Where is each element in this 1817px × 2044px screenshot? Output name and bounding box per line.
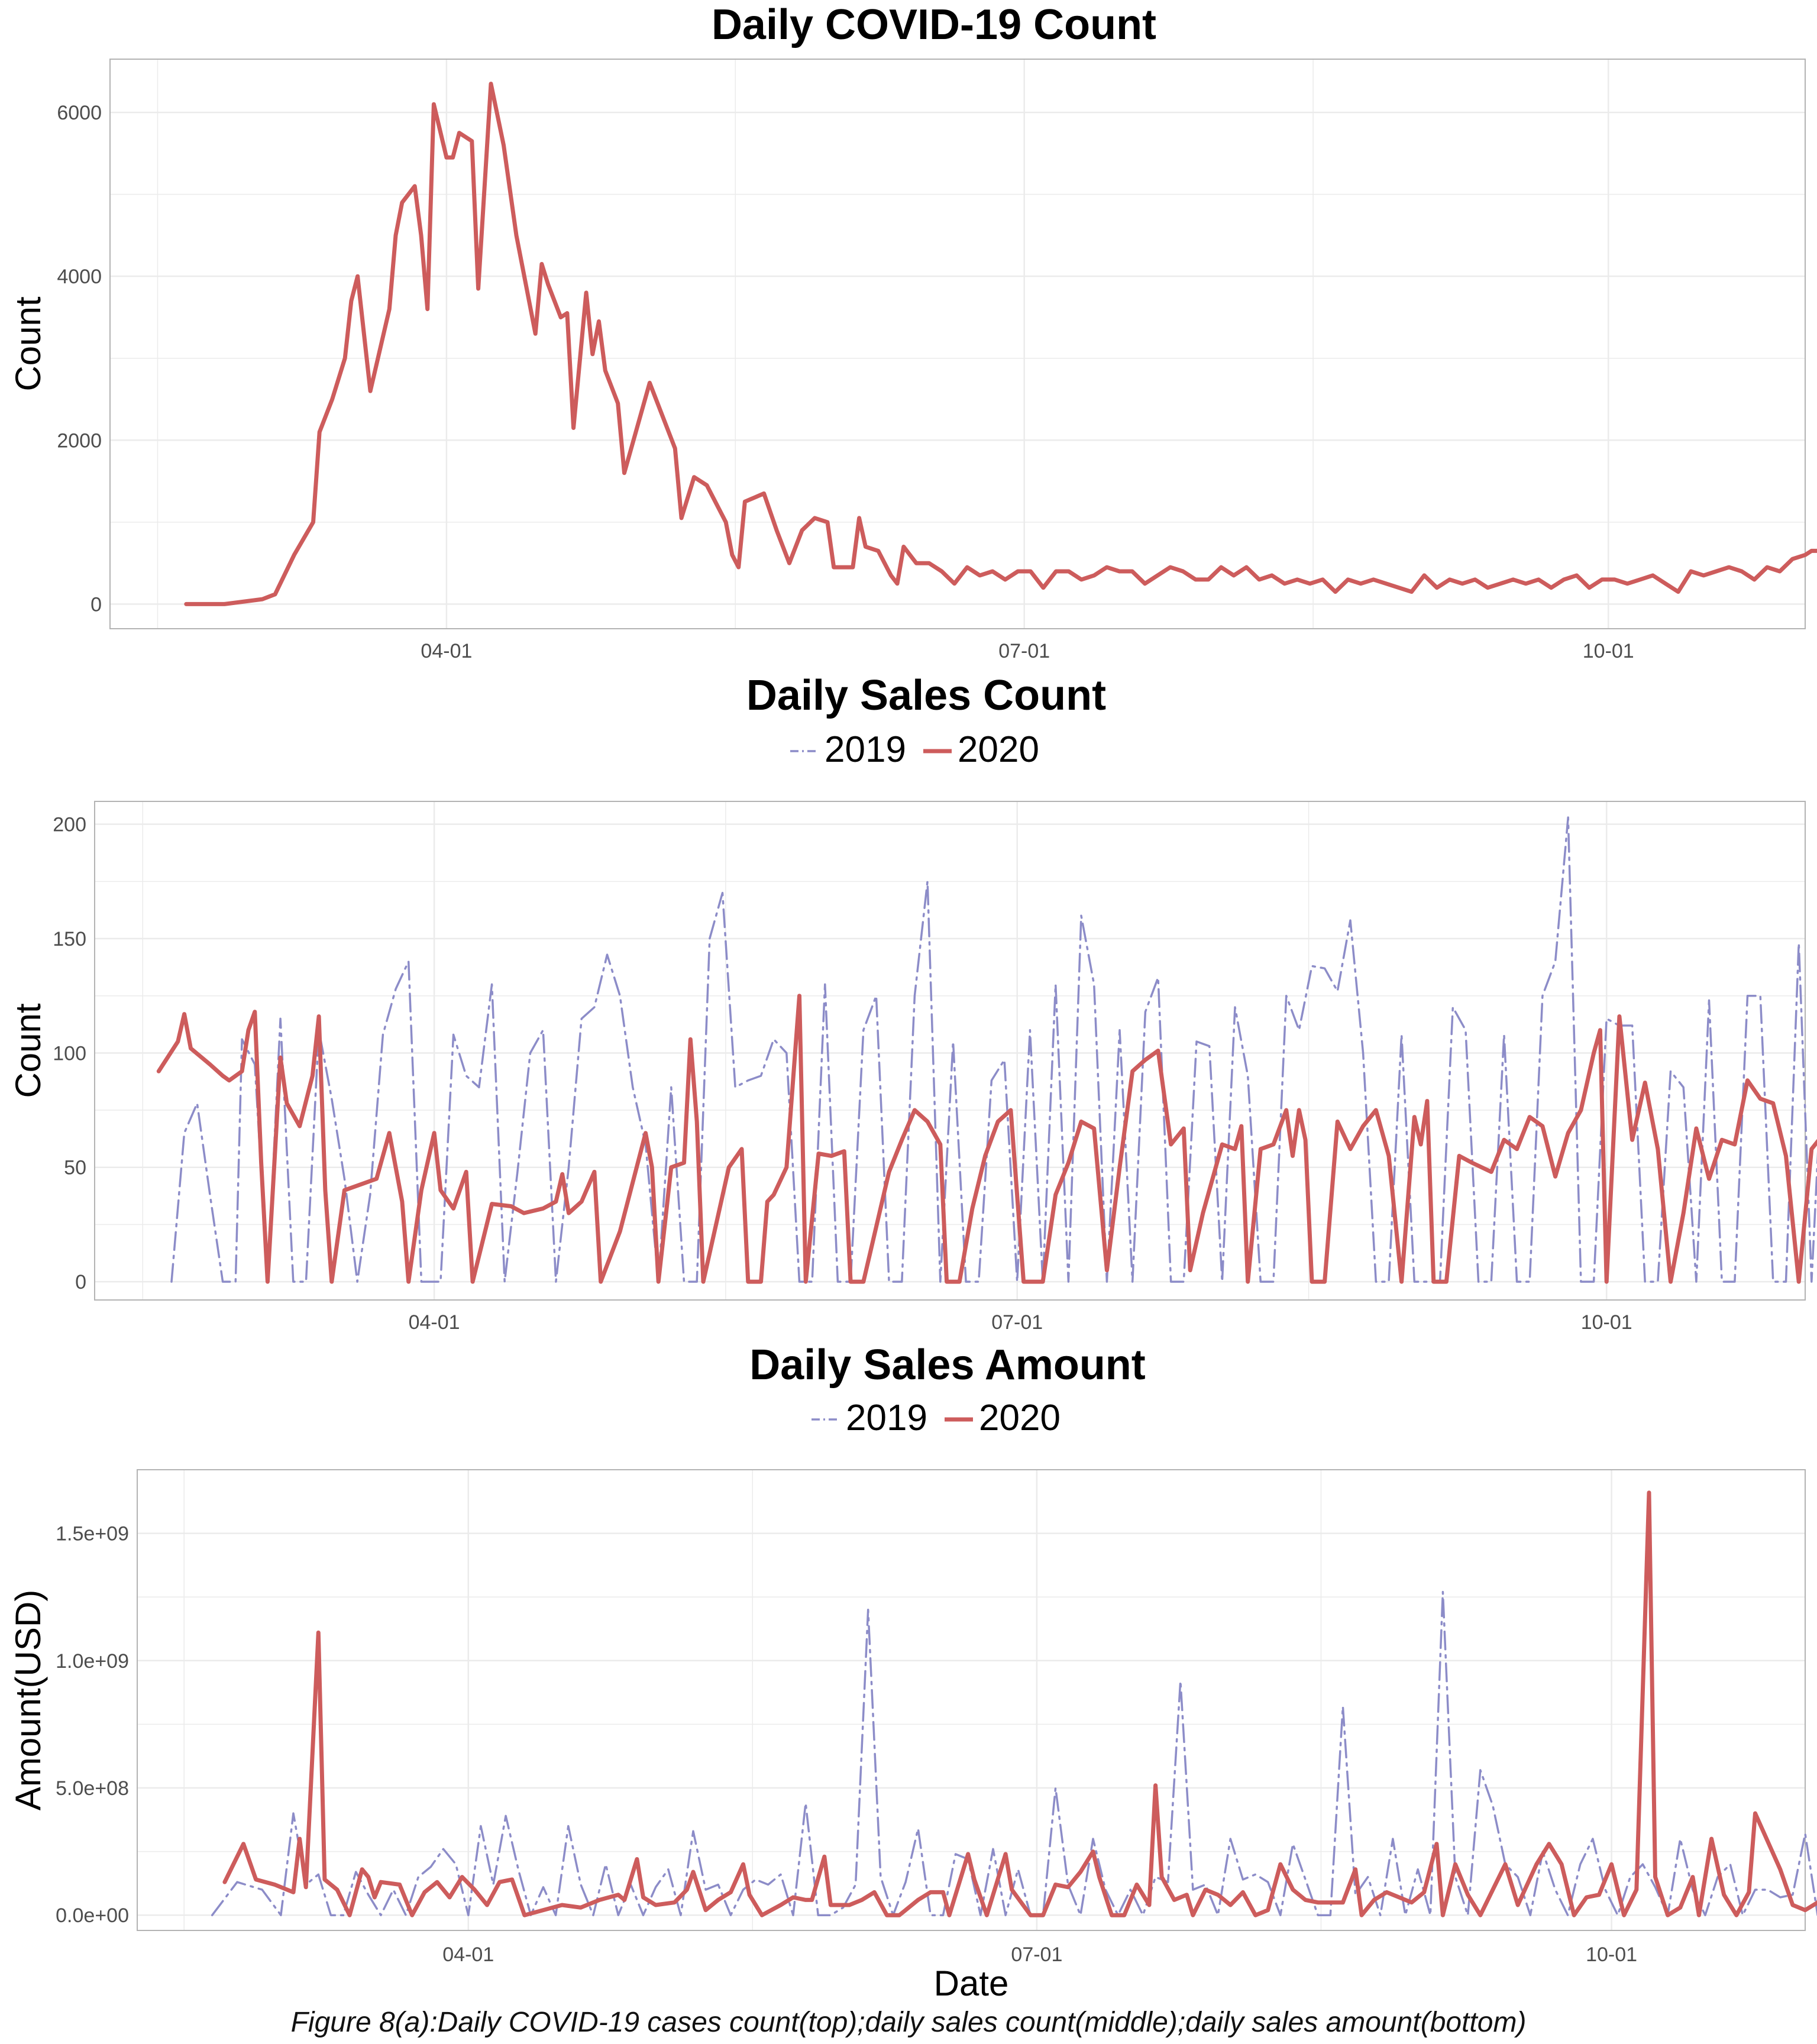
x-tick-label: 10-01 <box>1583 640 1634 662</box>
x-tick-label: 10-01 <box>1581 1311 1632 1334</box>
y-tick-label: 100 <box>53 1042 86 1065</box>
panel-border <box>109 59 1806 629</box>
y-tick-label: 0 <box>75 1271 86 1293</box>
x-tick-label: 10-01 <box>1586 1943 1637 1966</box>
x-tick-label: 07-01 <box>1011 1943 1062 1966</box>
x-tick-label: 04-01 <box>409 1311 460 1334</box>
legend-label-2019: 2019 <box>846 1398 927 1438</box>
chart-title: Daily COVID-19 Count <box>712 1 1156 48</box>
figure-caption: Figure 8(a):Daily COVID-19 cases count(t… <box>290 2007 1527 2038</box>
y-axis-label: Count <box>8 1003 48 1098</box>
x-tick-label: 04-01 <box>442 1943 494 1966</box>
y-tick-label: 200 <box>53 814 86 836</box>
series-line-2019 <box>211 1590 1817 1916</box>
x-axis-label: Date <box>934 1964 1009 2003</box>
series-line-2019 <box>170 816 1817 1283</box>
panel-border <box>137 1469 1806 1931</box>
y-tick-label: 0 <box>90 593 102 616</box>
legend-label-2020: 2020 <box>979 1398 1061 1438</box>
y-tick-label: 150 <box>53 928 86 950</box>
y-tick-label: 50 <box>64 1157 86 1179</box>
series-line-2020 <box>184 82 1817 606</box>
y-tick-label: 4000 <box>57 266 102 288</box>
chart-title: Daily Sales Amount <box>749 1341 1146 1389</box>
chart-daily-sales-count: 0 50 100 150 200 04-01 07-01 10-01 Daily Sales C… <box>8 672 1817 1334</box>
x-tick-label: 07-01 <box>998 640 1050 662</box>
legend-label-2020: 2020 <box>958 729 1039 770</box>
legend-label-2019: 2019 <box>825 729 906 770</box>
panel-border <box>94 801 1806 1301</box>
y-tick-label: 5.0e+08 <box>56 1777 129 1800</box>
y-tick-label: 6000 <box>57 102 102 124</box>
chart-daily-sales-amount: 0.0e+00 5.0e+08 1.0e+09 1.5e+09 04-01 07-01 10… <box>8 1341 1817 2003</box>
y-axis-label: Count <box>8 296 48 391</box>
chart-title: Daily Sales Count <box>746 672 1106 719</box>
series-line-2020 <box>222 1490 1817 1917</box>
y-tick-label: 1.0e+09 <box>56 1650 129 1673</box>
y-tick-label: 1.5e+09 <box>56 1523 129 1545</box>
y-tick-label: 0.0e+00 <box>56 1904 129 1927</box>
chart-daily-covid-count: 0 2000 4000 6000 04-01 07-01 10-01 Daily COVID-… <box>8 1 1817 662</box>
x-tick-label: 04-01 <box>421 640 472 662</box>
series-line-2020 <box>156 994 1817 1284</box>
y-axis-label: Amount(USD) <box>8 1590 48 1810</box>
y-tick-label: 2000 <box>57 429 102 452</box>
x-tick-label: 07-01 <box>991 1311 1043 1334</box>
